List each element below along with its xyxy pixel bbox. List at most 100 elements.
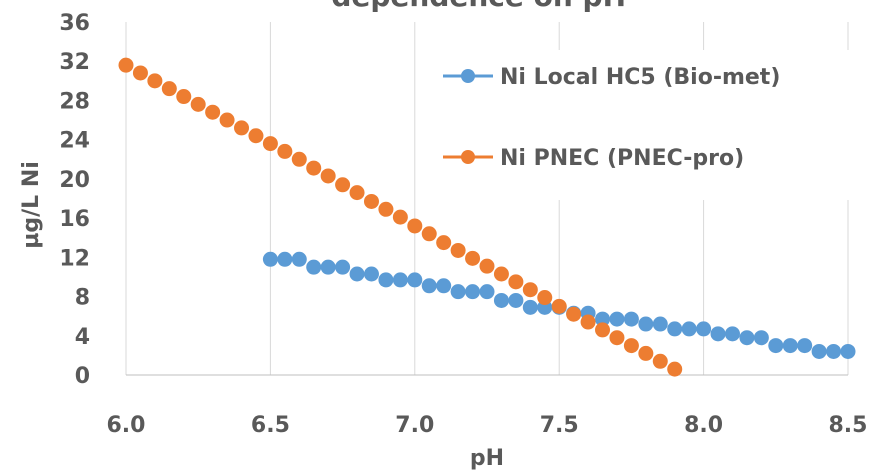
data-point xyxy=(176,89,192,105)
y-tick-label: 36 xyxy=(59,11,90,36)
data-point xyxy=(623,311,639,327)
data-point xyxy=(580,314,596,330)
data-point xyxy=(479,258,495,274)
data-point xyxy=(147,73,163,89)
data-point xyxy=(739,330,755,346)
data-point xyxy=(537,290,553,306)
x-tick-label: 6.0 xyxy=(107,413,146,438)
legend-label-1: Ni Local HC5 (Bio-met) xyxy=(500,65,780,90)
data-point xyxy=(161,81,177,97)
x-tick-label: 7.0 xyxy=(395,413,434,438)
y-tick-label: 32 xyxy=(59,50,90,75)
data-point xyxy=(508,292,524,308)
legend-marker-1 xyxy=(461,69,475,83)
data-point xyxy=(681,321,697,337)
data-point xyxy=(638,345,654,361)
data-point xyxy=(436,235,452,251)
x-tick-label: 8.0 xyxy=(684,413,723,438)
data-point xyxy=(277,143,293,159)
data-point xyxy=(710,326,726,342)
data-point xyxy=(436,278,452,294)
data-point xyxy=(291,151,307,167)
data-point xyxy=(378,272,394,288)
data-point xyxy=(363,266,379,282)
data-point xyxy=(609,311,625,327)
data-point xyxy=(248,128,264,144)
data-point xyxy=(407,272,423,288)
y-tick-label: 24 xyxy=(59,129,90,154)
legend-entry-1: Ni Local HC5 (Bio-met) xyxy=(443,65,780,90)
data-point xyxy=(508,274,524,290)
data-point xyxy=(797,338,813,354)
y-axis: 0 4 8 12 16 20 24 28 32 36 xyxy=(59,11,90,389)
y-tick-label: 16 xyxy=(59,207,90,232)
data-point xyxy=(465,250,481,266)
legend-label-2: Ni PNEC (PNEC-pro) xyxy=(500,146,744,171)
data-point xyxy=(277,251,293,267)
data-point xyxy=(667,361,683,377)
data-point xyxy=(205,104,221,120)
data-point xyxy=(566,306,582,322)
data-point xyxy=(407,218,423,234)
legend: Ni Local HC5 (Bio-met) Ni PNEC (PNEC-pro… xyxy=(430,50,860,200)
data-point xyxy=(421,226,437,242)
data-point xyxy=(623,338,639,354)
y-tick-label: 12 xyxy=(59,246,90,271)
data-point xyxy=(753,330,769,346)
y-tick-label: 28 xyxy=(59,89,90,114)
data-point xyxy=(306,259,322,275)
data-point xyxy=(320,168,336,184)
data-point xyxy=(811,343,827,359)
x-axis-title: pH xyxy=(470,446,504,471)
data-point xyxy=(262,251,278,267)
data-point xyxy=(234,120,250,136)
series-1 xyxy=(262,251,856,359)
data-point xyxy=(667,321,683,337)
data-point xyxy=(363,193,379,209)
data-point xyxy=(826,343,842,359)
data-point xyxy=(219,112,235,128)
series-2 xyxy=(118,57,683,377)
legend-marker-2 xyxy=(461,150,475,164)
data-point xyxy=(493,292,509,308)
data-point xyxy=(450,242,466,258)
data-point xyxy=(696,321,712,337)
x-axis: 6.0 6.5 7.0 7.5 8.0 8.5 xyxy=(107,413,868,438)
data-point xyxy=(190,96,206,112)
x-tick-label: 7.5 xyxy=(540,413,579,438)
legend-entry-2: Ni PNEC (PNEC-pro) xyxy=(443,146,744,171)
chart-title: - dependence on pH xyxy=(310,0,626,13)
data-point xyxy=(652,353,668,369)
data-point xyxy=(320,259,336,275)
data-point xyxy=(291,251,307,267)
data-point xyxy=(551,298,567,314)
data-point xyxy=(118,57,134,73)
data-point xyxy=(493,266,509,282)
data-point xyxy=(335,259,351,275)
data-point xyxy=(724,326,740,342)
data-point xyxy=(465,284,481,300)
data-point xyxy=(262,136,278,152)
data-point xyxy=(609,330,625,346)
data-point xyxy=(421,278,437,294)
data-point xyxy=(595,311,611,327)
data-point xyxy=(652,316,668,332)
data-point xyxy=(335,177,351,193)
y-tick-label: 20 xyxy=(59,168,90,193)
data-point xyxy=(782,338,798,354)
y-tick-label: 4 xyxy=(75,325,90,350)
x-tick-label: 6.5 xyxy=(251,413,290,438)
legend-background xyxy=(430,50,860,200)
data-point xyxy=(132,65,148,81)
data-point xyxy=(840,343,856,359)
data-point xyxy=(522,299,538,315)
y-tick-label: 0 xyxy=(75,364,90,389)
data-point xyxy=(392,272,408,288)
y-axis-title: µg/L Ni xyxy=(19,161,44,249)
data-point xyxy=(595,322,611,338)
data-point xyxy=(522,282,538,298)
data-point xyxy=(349,266,365,282)
data-point xyxy=(768,338,784,354)
data-point xyxy=(349,185,365,201)
